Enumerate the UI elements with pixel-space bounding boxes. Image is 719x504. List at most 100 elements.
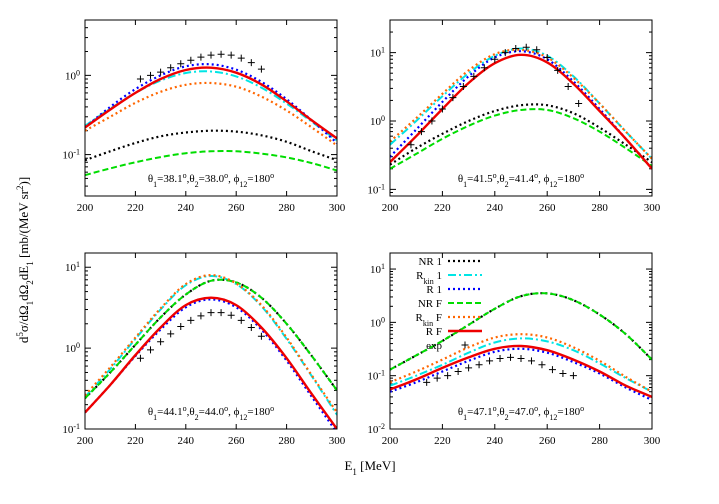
- exp-point: [167, 330, 175, 338]
- x-tick-label: 240: [487, 202, 504, 214]
- series-line-NRF: [85, 150, 337, 177]
- series-line-NR1: [390, 292, 652, 371]
- y-tick-label: 10-1: [62, 147, 80, 162]
- series-line-RF: [390, 344, 652, 399]
- x-tick-label: 280: [278, 202, 295, 214]
- series-line-RkinF: [390, 48, 652, 160]
- series-group: [85, 273, 337, 429]
- x-tick-label: 220: [434, 435, 451, 447]
- exp-point: [512, 44, 520, 52]
- exp-point: [554, 66, 562, 74]
- exp-point: [491, 55, 499, 63]
- x-tick-label: 240: [487, 435, 504, 447]
- series-line-RkinF: [85, 273, 337, 414]
- exp-point: [496, 355, 504, 363]
- exp-point: [569, 372, 577, 380]
- exp-point: [575, 100, 583, 108]
- series-line-NRF: [390, 292, 652, 371]
- x-tick-label: 240: [178, 202, 195, 214]
- series-line-NR1: [390, 103, 652, 166]
- exp-point: [207, 309, 215, 317]
- exp-point: [480, 64, 488, 72]
- exp-point: [136, 75, 144, 83]
- panel-2: 200 220 240 260 280 300 10-1 100 101 θ1=41.5o,θ2=…: [367, 19, 661, 214]
- exp-point: [257, 332, 265, 340]
- series-group: [390, 43, 652, 170]
- plot-frame: [84, 252, 338, 430]
- exp-point: [533, 46, 541, 54]
- exp-point: [407, 141, 415, 149]
- exp-point: [548, 366, 556, 374]
- series-group: [390, 292, 652, 401]
- y-tick-label: 100: [65, 68, 80, 83]
- exp-point: [543, 53, 551, 61]
- y-tick-label: 100: [370, 113, 385, 128]
- legend-label: R F: [426, 326, 442, 338]
- exp-point: [438, 105, 446, 113]
- y-tick-label: 10-1: [367, 182, 385, 197]
- series-line-RkinF: [85, 81, 337, 147]
- x-tick-label: 280: [278, 435, 295, 447]
- x-tick-label: 200: [77, 202, 94, 214]
- x-tick-label: 260: [228, 202, 245, 214]
- legend-label: Rkin 1: [416, 270, 442, 286]
- exp-point: [257, 65, 265, 73]
- exp-point: [247, 59, 255, 67]
- x-axis-title: E1 [MeV]: [344, 458, 395, 477]
- y-tick-label: 10-1: [367, 368, 385, 383]
- exp-point: [428, 117, 436, 125]
- y-tick-label: 10-1: [62, 422, 80, 437]
- angle-annotation: θ1=38.1o,θ2=38.0o, ϕ12=180o: [148, 171, 274, 189]
- exp-point: [247, 323, 255, 331]
- exp-point: [147, 346, 155, 354]
- y-axis-title: d5σ/dΩ1dΩ2dE1 [mb/(MeV sr2)]: [15, 177, 35, 343]
- legend-swatch: [461, 341, 469, 349]
- x-tick-label: 200: [77, 435, 94, 447]
- angle-annotation: θ1=41.5o,θ2=41.4o, ϕ12=180o: [458, 171, 584, 189]
- plot-frame: [389, 19, 653, 197]
- exp-point: [559, 369, 567, 377]
- exp-point: [507, 353, 515, 361]
- series-line-R1: [85, 298, 336, 429]
- exp-point: [197, 53, 205, 61]
- exp-point: [433, 374, 441, 382]
- x-tick-label: 200: [382, 435, 399, 447]
- exp-point: [449, 94, 457, 102]
- x-tick-label: 220: [127, 435, 144, 447]
- series-line-RF: [85, 66, 337, 140]
- exp-point: [444, 372, 452, 380]
- series-line-R1: [390, 347, 652, 401]
- series-group: [85, 50, 337, 177]
- series-line-RkinF: [390, 333, 652, 393]
- x-tick-label: 260: [539, 202, 556, 214]
- series-line-Rkin1: [390, 337, 652, 393]
- y-tick-label: 101: [65, 260, 80, 275]
- exp-point: [470, 72, 478, 80]
- x-tick-label: 300: [329, 202, 346, 214]
- y-tick-label: 10-2: [367, 422, 385, 437]
- series-line-NRF: [85, 278, 337, 399]
- x-tick-label: 200: [382, 202, 399, 214]
- series-line-RF: [85, 296, 337, 429]
- exp-point: [475, 361, 483, 369]
- exp-point: [177, 60, 185, 68]
- plot-frame: [84, 19, 338, 197]
- plot-frame: [389, 252, 653, 430]
- exp-point: [207, 51, 215, 59]
- exp-point: [157, 68, 165, 76]
- series-line-Rkin1: [85, 274, 337, 416]
- x-tick-label: 300: [644, 435, 661, 447]
- y-tick-label: 101: [370, 45, 385, 60]
- exp-point: [237, 316, 245, 324]
- x-tick-label: 260: [539, 435, 556, 447]
- exp-point: [187, 316, 195, 324]
- x-tick-label: 240: [178, 435, 195, 447]
- series-line-Rkin1: [390, 47, 652, 160]
- series-line-NR1: [85, 129, 337, 162]
- legend-label: NR 1: [418, 256, 442, 268]
- panel-3: 200 220 240 260 280 300 10-1 100 101 θ1=44.1o,θ2=…: [62, 252, 346, 447]
- x-tick-label: 300: [329, 435, 346, 447]
- legend-label: Rkin F: [416, 312, 442, 328]
- y-tick-label: 100: [65, 341, 80, 356]
- exp-point: [147, 71, 155, 79]
